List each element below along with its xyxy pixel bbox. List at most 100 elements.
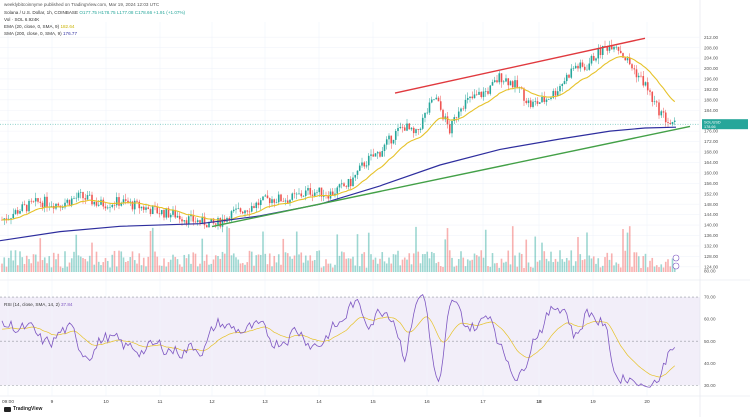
rsi-legend: RSI (14, close, SMA, 14, 2) 37.84 — [4, 302, 72, 307]
candle-body — [259, 200, 262, 206]
candle-body — [561, 84, 564, 87]
volume-bar — [617, 263, 620, 272]
candle-body — [138, 201, 141, 209]
candle-body — [113, 204, 116, 206]
candle-body — [237, 208, 240, 209]
volume-bar — [286, 253, 289, 272]
candle-body — [397, 128, 399, 132]
volume-bar — [586, 232, 588, 272]
candle-body — [12, 213, 15, 219]
time-tick-label: 9 — [51, 399, 54, 405]
volume-bar — [131, 251, 134, 272]
volume-bar — [32, 254, 35, 272]
volume-bar — [599, 267, 602, 272]
candle-body — [615, 46, 618, 48]
candle-body — [16, 210, 19, 214]
candle-body — [532, 101, 534, 107]
volume-bar — [160, 265, 163, 272]
volume-bar — [262, 231, 264, 272]
candle-body — [174, 209, 177, 218]
candle-body — [563, 81, 566, 85]
volume-bar — [199, 263, 201, 272]
candle-body — [385, 139, 388, 145]
volume-bar — [354, 265, 357, 272]
volume-bar — [658, 267, 660, 272]
time-tick-label: 18 — [536, 399, 542, 405]
candle-body — [158, 213, 161, 215]
volume-bar — [626, 232, 629, 272]
candle-body — [131, 201, 134, 210]
volume-bar — [484, 229, 487, 272]
volume-bar — [124, 261, 127, 272]
candle-body — [538, 102, 541, 104]
candle-body — [187, 216, 190, 224]
volume-bar — [352, 256, 354, 272]
candle-body — [181, 219, 183, 222]
ohlc-values: O177.75 H178.75 L177.08 C178.66 +1.91 (+… — [79, 10, 186, 15]
volume-bar — [633, 252, 636, 272]
candle-body — [295, 193, 298, 195]
volume-bar — [214, 255, 217, 272]
ema-value: 182.64 — [60, 24, 75, 29]
candle-body — [421, 117, 424, 129]
time-tick-label: 17 — [480, 399, 486, 405]
volume-bar — [597, 258, 600, 272]
candle-body — [118, 197, 120, 206]
volume-bar — [246, 262, 249, 272]
candle-body — [417, 129, 420, 130]
volume-bar — [259, 254, 262, 272]
support-trendline — [211, 125, 691, 228]
volume-bar — [325, 259, 327, 272]
candle-body — [579, 62, 582, 69]
candle-body — [221, 218, 224, 227]
ema-label: EMA (20, close, 0, SMA, 9) — [4, 24, 60, 29]
candle-body — [356, 170, 359, 175]
candle-body — [383, 144, 386, 152]
candle-body — [300, 193, 303, 197]
candle-body — [649, 90, 651, 92]
price-tick-label: 80.00 — [704, 269, 716, 274]
candle-body — [583, 66, 586, 70]
candle-body — [460, 108, 462, 112]
volume-bar — [428, 258, 431, 272]
volume-bar — [570, 250, 573, 272]
candle-body — [102, 199, 105, 207]
candle-body — [133, 200, 136, 210]
candle-body — [257, 202, 260, 206]
candle-body — [266, 195, 269, 199]
volume-bar — [649, 260, 651, 272]
candle-body — [178, 215, 181, 220]
volume-bar — [149, 230, 152, 272]
volume-bar — [559, 250, 561, 272]
candle-body — [244, 210, 246, 214]
candle-body — [347, 178, 350, 187]
volume-bar — [536, 261, 539, 272]
candle-body — [493, 80, 496, 83]
candle-body — [203, 216, 206, 226]
volume-bar — [95, 251, 98, 272]
symbol-title: Solana / U.S. Dollar, 1h, COINBASE — [4, 10, 79, 15]
volume-bar — [12, 260, 15, 272]
candle-body — [140, 206, 143, 209]
volume-bar — [307, 260, 309, 272]
rsi-tick-label: 30.00 — [704, 383, 716, 388]
tradingview-wordmark: TradingView — [13, 406, 43, 412]
candle-body — [390, 135, 393, 144]
volume-bar — [7, 257, 10, 272]
candle-body — [541, 96, 543, 103]
candle-body — [349, 178, 352, 187]
candle-body — [455, 117, 458, 118]
candle-body — [14, 210, 17, 214]
volume-bar — [271, 266, 273, 272]
volume-bar — [205, 254, 208, 272]
candle-body — [336, 187, 339, 194]
volume-bar — [48, 256, 51, 272]
volume-bar — [300, 252, 303, 272]
volume-bar — [385, 263, 388, 272]
volume-legend: Vol · SOL 6.924K — [4, 17, 40, 22]
volume-bar — [275, 262, 278, 272]
volume-bar — [14, 250, 17, 272]
candle-body — [354, 174, 357, 178]
rsi-label: RSI (14, close, SMA, 14, 2) — [4, 302, 60, 307]
